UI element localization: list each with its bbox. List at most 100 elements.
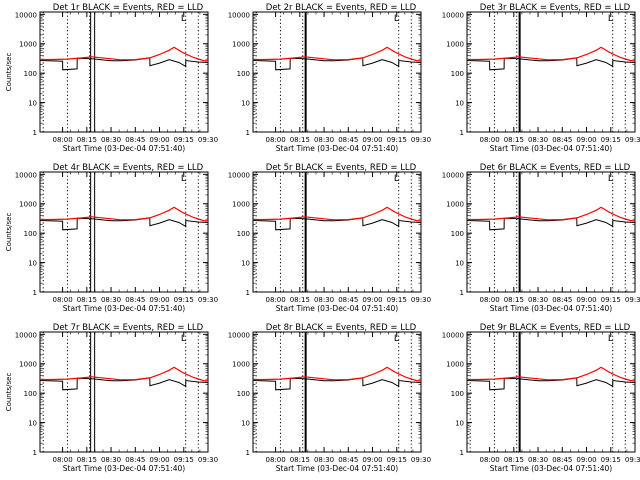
y-tick-label: 10 (28, 100, 37, 108)
x-tick-label: 08:45 (552, 136, 572, 144)
x-tick-label: 09:15 (387, 456, 407, 464)
y-tick-label: 10 (455, 420, 464, 428)
y-tick-label: 10000 (442, 171, 464, 179)
y-tick-label: 1 (460, 129, 464, 137)
x-tick-label: 08:45 (338, 456, 358, 464)
y-tick-label: 1000 (232, 201, 250, 209)
plot-frame (466, 331, 636, 453)
y-tick-label: 100 (237, 230, 250, 238)
chart-title: Det 8r BLACK = Events, RED = LLD (266, 323, 417, 333)
chart-panel: Det 4r BLACK = Events, RED = LLD 1 10 100 10… (5, 163, 218, 313)
x-tick-label: 09:30 (411, 296, 431, 304)
x-tick-label: 09:15 (387, 136, 407, 144)
x-tick-label: 08:00 (479, 456, 499, 464)
lld-series-line (39, 206, 209, 222)
lld-series-line (252, 206, 422, 222)
y-tick-label: 10 (455, 260, 464, 268)
x-axis-label: Start Time (03-Dec-04 07:51:40) (490, 304, 612, 313)
x-tick-label: 08:45 (552, 296, 572, 304)
x-tick-label: 08:15 (290, 296, 310, 304)
y-tick-label: 10000 (442, 331, 464, 339)
plot-frame (252, 171, 422, 293)
corner-mark: L (608, 334, 613, 344)
x-tick-label: 08:15 (290, 136, 310, 144)
y-axis-label: Counts/sec (5, 373, 13, 412)
x-tick-label: 08:00 (265, 136, 285, 144)
x-tick-label: 08:00 (265, 456, 285, 464)
y-tick-label: 1000 (446, 41, 464, 49)
y-axis-label: Counts/sec (5, 53, 13, 92)
plot-frame (39, 11, 209, 133)
x-tick-label: 08:45 (338, 296, 358, 304)
x-tick-label: 09:15 (387, 296, 407, 304)
y-tick-label: 100 (237, 390, 250, 398)
chart-title: Det 6r BLACK = Events, RED = LLD (480, 163, 631, 173)
x-tick-label: 09:15 (601, 456, 621, 464)
x-tick-label: 08:30 (101, 296, 121, 304)
corner-mark: L (394, 14, 399, 24)
y-tick-label: 1000 (19, 41, 37, 49)
corner-mark: L (181, 334, 186, 344)
y-tick-label: 10 (241, 420, 250, 428)
chart-title: Det 4r BLACK = Events, RED = LLD (53, 163, 204, 173)
corner-mark: L (394, 174, 399, 184)
lld-series-line (252, 46, 422, 62)
corner-mark: L (608, 14, 613, 24)
y-tick-label: 10 (455, 100, 464, 108)
chart-panel: Det 1r BLACK = Events, RED = LLD 1 10 100 10… (5, 3, 218, 153)
y-tick-label: 10000 (442, 11, 464, 19)
y-tick-label: 1 (460, 289, 464, 297)
y-tick-label: 10 (28, 260, 37, 268)
y-tick-label: 1000 (19, 361, 37, 369)
chart-title: Det 3r BLACK = Events, RED = LLD (480, 3, 631, 13)
y-tick-label: 10000 (15, 331, 37, 339)
x-tick-label: 08:30 (528, 456, 548, 464)
x-axis-label: Start Time (03-Dec-04 07:51:40) (276, 144, 398, 153)
x-axis-label: Start Time (03-Dec-04 07:51:40) (490, 144, 612, 153)
x-tick-label: 08:45 (125, 456, 145, 464)
x-tick-label: 08:30 (101, 456, 121, 464)
lld-series-line (466, 366, 636, 382)
x-tick-label: 09:00 (362, 136, 382, 144)
x-tick-label: 09:00 (576, 456, 596, 464)
x-tick-label: 08:15 (77, 456, 97, 464)
y-tick-label: 1000 (446, 361, 464, 369)
x-tick-label: 08:45 (552, 456, 572, 464)
x-tick-label: 08:00 (479, 296, 499, 304)
chart-panel: Det 9r BLACK = Events, RED = LLD 1 10 100 10… (442, 323, 640, 473)
y-tick-label: 100 (451, 70, 464, 78)
x-tick-label: 09:00 (362, 456, 382, 464)
y-tick-label: 1000 (19, 201, 37, 209)
x-tick-label: 08:15 (77, 136, 97, 144)
x-tick-label: 09:00 (149, 296, 169, 304)
y-tick-label: 1 (246, 449, 250, 457)
lld-series-line (39, 46, 209, 62)
y-tick-label: 10000 (228, 171, 250, 179)
corner-mark: L (181, 174, 186, 184)
x-tick-label: 08:30 (314, 136, 334, 144)
x-tick-label: 09:15 (174, 296, 194, 304)
chart-title: Det 7r BLACK = Events, RED = LLD (53, 323, 204, 333)
x-tick-label: 09:00 (149, 456, 169, 464)
y-tick-label: 100 (451, 230, 464, 238)
x-tick-label: 08:00 (52, 456, 72, 464)
x-tick-label: 09:00 (576, 296, 596, 304)
x-tick-label: 08:30 (528, 136, 548, 144)
x-axis-label: Start Time (03-Dec-04 07:51:40) (276, 304, 398, 313)
chart-panel: Det 2r BLACK = Events, RED = LLD 1 10 100 10… (228, 3, 431, 153)
y-tick-label: 1 (460, 449, 464, 457)
x-tick-label: 08:00 (52, 296, 72, 304)
y-tick-label: 1000 (232, 41, 250, 49)
x-tick-label: 09:30 (198, 296, 218, 304)
chart-panel: Det 8r BLACK = Events, RED = LLD 1 10 100 10… (228, 323, 431, 473)
x-tick-label: 08:30 (528, 296, 548, 304)
y-tick-label: 10000 (228, 331, 250, 339)
x-axis-label: Start Time (03-Dec-04 07:51:40) (490, 464, 612, 473)
x-tick-label: 09:00 (149, 136, 169, 144)
x-axis-label: Start Time (03-Dec-04 07:51:40) (63, 144, 185, 153)
x-axis-label: Start Time (03-Dec-04 07:51:40) (63, 304, 185, 313)
y-tick-label: 10 (28, 420, 37, 428)
x-tick-label: 09:30 (625, 456, 640, 464)
x-tick-label: 08:30 (101, 136, 121, 144)
